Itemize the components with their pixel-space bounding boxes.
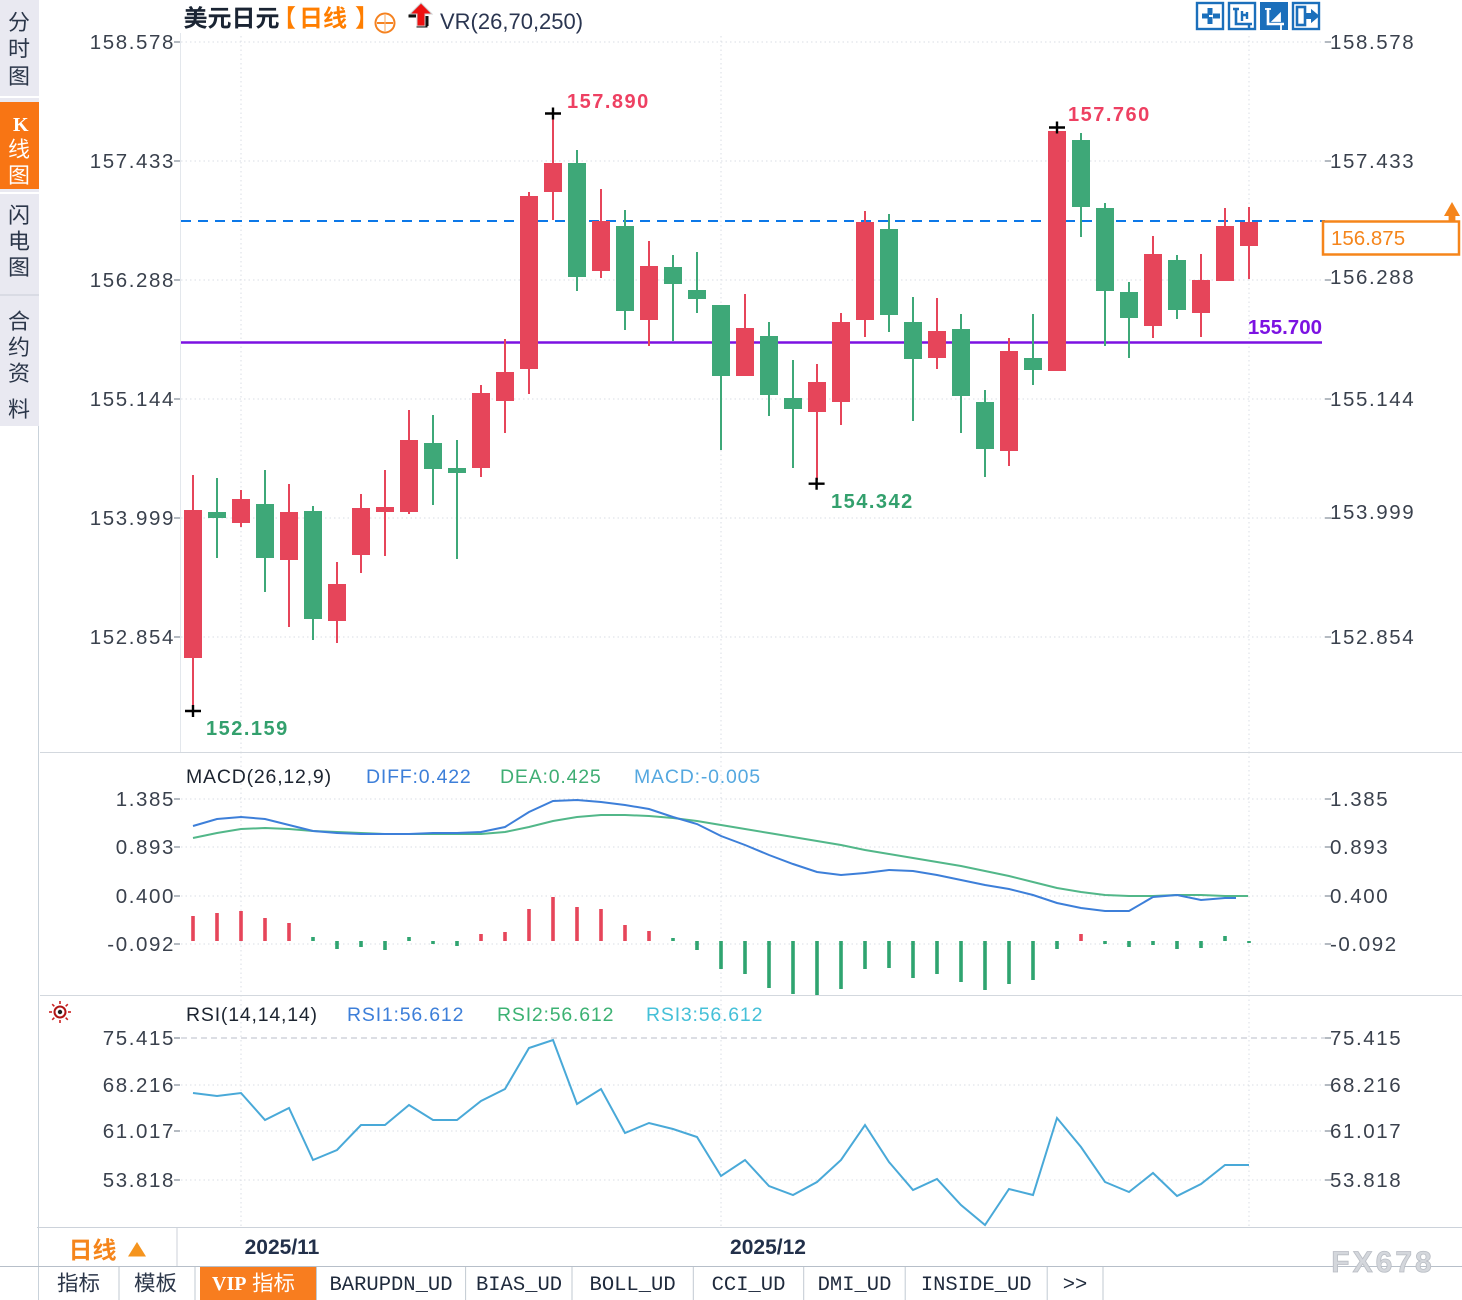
svg-text:53.818: 53.818	[103, 1169, 175, 1192]
svg-text:155.144: 155.144	[90, 388, 175, 411]
svg-text:VR(26,70,250): VR(26,70,250)	[440, 9, 583, 34]
svg-text:75.415: 75.415	[103, 1027, 175, 1050]
svg-text:68.216: 68.216	[1330, 1074, 1402, 1097]
svg-text:154.342: 154.342	[831, 491, 914, 513]
svg-text:0.400: 0.400	[1330, 885, 1389, 908]
svg-text:156.875: 156.875	[1331, 227, 1405, 250]
svg-text:155.700: 155.700	[1248, 316, 1322, 339]
svg-text:157.890: 157.890	[567, 91, 650, 113]
svg-text:158.578: 158.578	[1330, 31, 1415, 54]
svg-text:152.159: 152.159	[206, 718, 289, 740]
svg-text:RSI2:56.612: RSI2:56.612	[497, 1004, 614, 1026]
svg-text:RSI(14,14,14): RSI(14,14,14)	[186, 1004, 318, 1026]
svg-text:153.999: 153.999	[1330, 501, 1415, 524]
svg-text:>>: >>	[1063, 1274, 1088, 1297]
svg-text:152.854: 152.854	[90, 626, 175, 649]
svg-text:MACD:-0.005: MACD:-0.005	[634, 766, 761, 788]
svg-text:-0.092: -0.092	[1330, 933, 1398, 956]
svg-text:75.415: 75.415	[1330, 1027, 1402, 1050]
svg-text:153.999: 153.999	[90, 507, 175, 530]
svg-text:152.854: 152.854	[1330, 626, 1415, 649]
svg-text:DEA:0.425: DEA:0.425	[500, 766, 602, 788]
svg-text:-0.092: -0.092	[107, 933, 175, 956]
svg-text:0.400: 0.400	[116, 885, 175, 908]
svg-text:156.288: 156.288	[1330, 266, 1415, 289]
svg-text:RSI1:56.612: RSI1:56.612	[347, 1004, 464, 1026]
svg-text:157.433: 157.433	[1330, 150, 1415, 173]
svg-text:VIP: VIP	[212, 1273, 246, 1295]
svg-text:1.385: 1.385	[116, 788, 175, 811]
svg-text:MACD(26,12,9): MACD(26,12,9)	[186, 766, 332, 788]
svg-text:FX678: FX678	[1331, 1246, 1434, 1279]
svg-text:61.017: 61.017	[103, 1120, 175, 1143]
svg-text:0.893: 0.893	[116, 836, 175, 859]
svg-text:2025/11: 2025/11	[245, 1236, 320, 1259]
svg-text:68.216: 68.216	[103, 1074, 175, 1097]
svg-text:CCI_UD: CCI_UD	[712, 1274, 786, 1297]
svg-text:DMI_UD: DMI_UD	[818, 1274, 892, 1297]
svg-text:53.818: 53.818	[1330, 1169, 1402, 1192]
svg-text:2025/12: 2025/12	[730, 1236, 806, 1259]
svg-text:0.893: 0.893	[1330, 836, 1389, 859]
svg-text:INSIDE_UD: INSIDE_UD	[921, 1274, 1032, 1297]
svg-text:RSI3:56.612: RSI3:56.612	[646, 1004, 763, 1026]
svg-text:1.385: 1.385	[1330, 788, 1389, 811]
svg-text:156.288: 156.288	[90, 269, 175, 292]
svg-text:K: K	[13, 114, 29, 136]
svg-text:BOLL_UD: BOLL_UD	[590, 1274, 676, 1297]
svg-text:BIAS_UD: BIAS_UD	[476, 1274, 562, 1297]
svg-text:155.144: 155.144	[1330, 388, 1415, 411]
svg-text:157.433: 157.433	[90, 150, 175, 173]
svg-text:61.017: 61.017	[1330, 1120, 1402, 1143]
svg-text:DIFF:0.422: DIFF:0.422	[366, 766, 472, 788]
svg-text:158.578: 158.578	[90, 31, 175, 54]
svg-text:157.760: 157.760	[1068, 104, 1151, 126]
svg-text:BARUPDN_UD: BARUPDN_UD	[329, 1274, 452, 1297]
